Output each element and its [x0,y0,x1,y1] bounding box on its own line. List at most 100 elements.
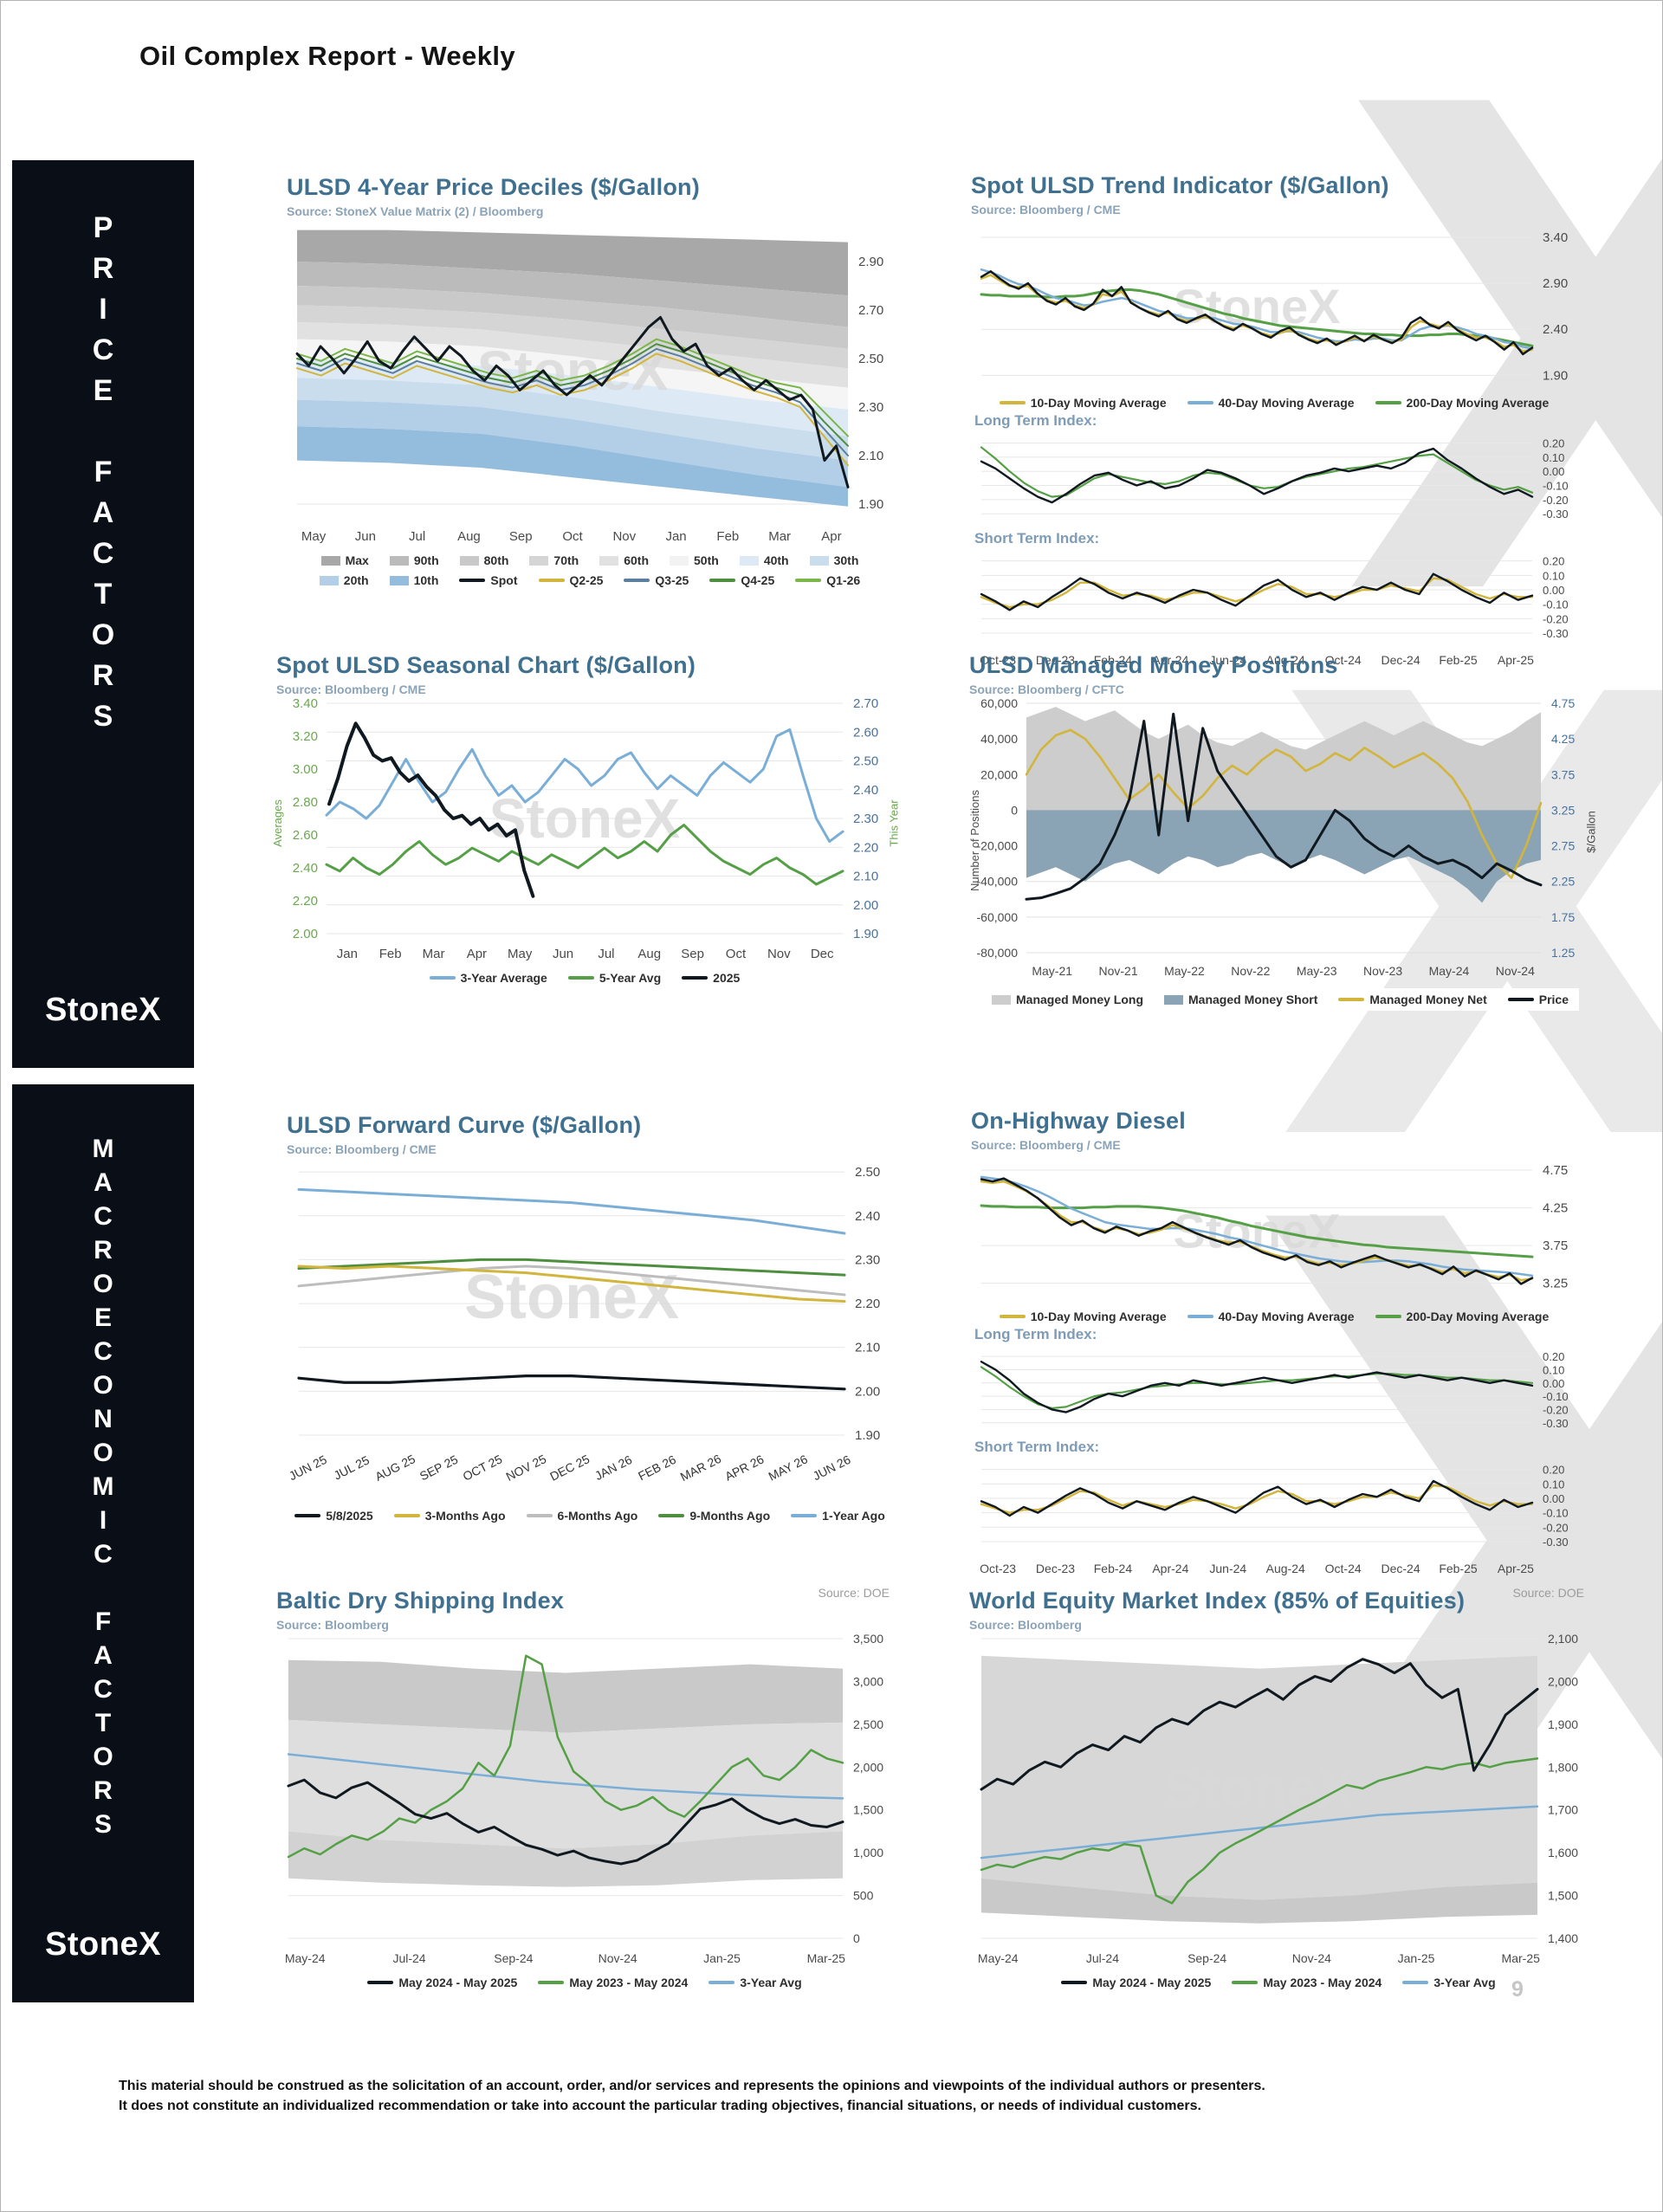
svg-text:2.20: 2.20 [853,840,878,855]
svg-text:Mar-25: Mar-25 [1502,1951,1541,1965]
chart-baltic-dry-shipping-index: Source: DOE Baltic Dry Shipping Index So… [276,1575,893,1989]
svg-text:Sep: Sep [681,947,704,961]
svg-text:0: 0 [853,1931,860,1945]
sidebar-letter: R [92,252,114,285]
legend-marker [538,579,565,582]
legend-marker [459,579,486,582]
svg-text:4.75: 4.75 [1551,696,1575,710]
svg-text:2,500: 2,500 [853,1717,883,1731]
svg-text:Feb-24: Feb-24 [1094,1562,1133,1575]
svg-text:JUN 25: JUN 25 [287,1452,329,1484]
legend-label: 3-Year Avg [1433,1976,1496,1989]
sidebar-letter: A [92,496,114,529]
svg-text:Feb-25: Feb-25 [1439,653,1478,667]
svg-text:0.10: 0.10 [1543,569,1564,582]
legend-label: 40th [763,553,789,567]
svg-text:-0.30: -0.30 [1543,1417,1569,1430]
legend-row: 20th 10th Spot Q2-25 Q3-25 Q4-25 Q1-26 [287,573,893,587]
stonex-logo: StoneX [45,1926,161,1963]
svg-text:0.20: 0.20 [1543,437,1564,450]
legend-marker [599,555,619,566]
svg-text:OCT 25: OCT 25 [461,1452,505,1483]
legend-marker [1338,998,1365,1001]
legend-label: 2025 [713,971,741,985]
svg-text:1.25: 1.25 [1551,946,1575,960]
svg-text:-60,000: -60,000 [977,910,1019,924]
sidebar-letter: M [92,1135,114,1163]
svg-text:0.10: 0.10 [1543,1363,1564,1376]
svg-text:Aug-24: Aug-24 [1266,1562,1305,1575]
sidebar-letter: C [94,1337,113,1366]
svg-text:2.60: 2.60 [293,828,318,843]
svg-text:2.40: 2.40 [855,1209,880,1224]
footer-disclaimer: This material should be construed as the… [119,2076,1582,2116]
legend-item-q3-25: Q3-25 [624,573,689,587]
svg-text:Feb-24: Feb-24 [1094,653,1133,667]
sidebar-letter [93,1571,114,1605]
svg-text:Aug: Aug [637,947,661,961]
chart-on-highway-diesel: On-Highway Diesel Source: Bloomberg / CM… [971,1108,1577,1578]
chart-source: Source: Bloomberg [276,1618,389,1632]
y-axis-label-number-of-positions: Number of Positions [968,789,982,892]
legend-item-3-year-avg: 3-Year Avg [709,1976,802,1989]
svg-text:Jul-24: Jul-24 [1086,1951,1119,1965]
legend-marker [294,1514,321,1517]
svg-text:2.90: 2.90 [1543,276,1568,291]
svg-text:Mar: Mar [768,529,791,544]
svg-text:AUG 25: AUG 25 [372,1452,417,1484]
svg-text:Nov-24: Nov-24 [1292,1951,1331,1965]
chart-source-doe: Source: DOE [1512,1586,1584,1600]
svg-text:DEC 25: DEC 25 [547,1452,592,1484]
legend-item-may-2024-may-2025: May 2024 - May 2025 [1061,1976,1211,1989]
legend-marker [1164,994,1184,1005]
legend-row: 10-Day Moving Average 40-Day Moving Avera… [971,1310,1577,1323]
sidebar-letter: A [94,1168,113,1197]
svg-text:1.75: 1.75 [1551,910,1575,924]
svg-text:3,500: 3,500 [853,1632,883,1646]
legend-item-40th: 40th [739,553,789,567]
legend-label: 50th [694,553,719,567]
legend-item-3-year-avg: 3-Year Avg [1402,1976,1496,1989]
legend-label: Spot [490,573,518,587]
svg-text:2.20: 2.20 [855,1297,880,1311]
legend-label: Q3-25 [655,573,689,587]
svg-text:4.25: 4.25 [1543,1201,1568,1216]
legend-item-6-months-ago: 6-Months Ago [526,1509,637,1523]
svg-text:May-24: May-24 [978,1951,1019,1965]
legend-label: 5/8/2025 [326,1509,373,1523]
svg-text:2.40: 2.40 [1543,322,1568,337]
chart-spot-ulsd-trend-indicator: Spot ULSD Trend Indicator ($/Gallon) Sou… [971,172,1577,669]
svg-text:Apr-24: Apr-24 [1152,1562,1188,1575]
svg-text:2,000: 2,000 [1548,1674,1578,1688]
legend-item-10-day-moving-average: 10-Day Moving Average [999,1310,1167,1323]
legend-item-70th: 70th [529,553,579,567]
sidebar-letter: S [94,1810,112,1839]
svg-text:0.20: 0.20 [1543,1350,1564,1363]
chart-source: Source: Bloomberg / CME [971,1138,1121,1152]
legend-label: 10th [413,573,439,587]
legend-row: Max 90th 80th 70th 60th 50th 40th 30th [287,553,893,567]
legend-item-5-year-avg: 5-Year Avg [567,971,662,985]
svg-text:Jul: Jul [598,947,614,961]
svg-text:Dec-23: Dec-23 [1036,1562,1075,1575]
svg-text:Apr-25: Apr-25 [1498,653,1534,667]
svg-text:3.25: 3.25 [1551,803,1575,817]
svg-text:-0.10: -0.10 [1543,1507,1569,1520]
legend-label: 5-Year Avg [599,971,662,985]
legend-row: 5/8/2025 3-Months Ago 6-Months Ago 9-Months… [287,1509,893,1523]
legend-label: 90th [413,553,439,567]
chart-legend: May 2024 - May 2025 May 2023 - May 2024 3-… [969,1976,1588,1989]
legend-item-may-2023-may-2024: May 2023 - May 2024 [538,1976,688,1989]
legend-label: 60th [624,553,650,567]
sidebar-letter: F [94,456,113,488]
svg-text:-40,000: -40,000 [977,875,1019,889]
svg-text:May-24: May-24 [285,1951,326,1965]
svg-text:SEP 25: SEP 25 [417,1452,461,1484]
legend-item-50th: 50th [670,553,719,567]
legend-marker [999,1315,1026,1318]
